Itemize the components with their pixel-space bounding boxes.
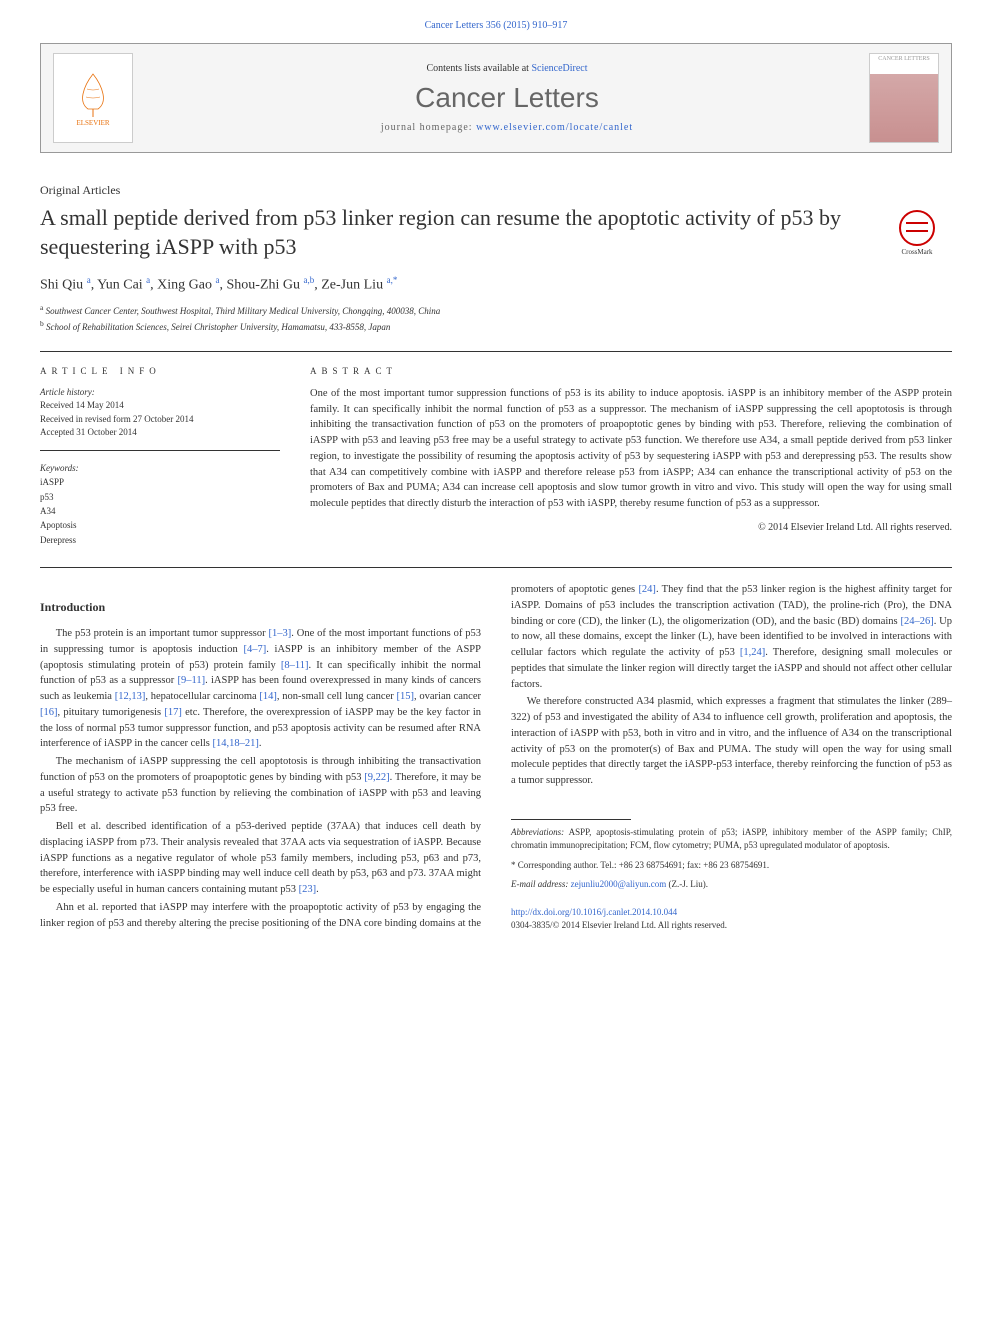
keyword-item: A34 xyxy=(40,504,280,518)
divider xyxy=(40,567,952,568)
cover-thumbnail: CANCER LETTERS xyxy=(869,53,939,143)
footer-divider xyxy=(511,819,631,820)
journal-header: ELSEVIER Contents lists available at Sci… xyxy=(40,43,952,153)
elsevier-label: ELSEVIER xyxy=(76,119,109,127)
email-label: E-mail address: xyxy=(511,879,568,889)
keyword-item: iASPP xyxy=(40,475,280,489)
body-text: Introduction The p53 protein is an impor… xyxy=(40,582,952,933)
article-title: A small peptide derived from p53 linker … xyxy=(40,204,862,261)
keywords-label: Keywords: xyxy=(40,461,280,475)
history-item: Accepted 31 October 2014 xyxy=(40,426,280,440)
abstract-copyright: © 2014 Elsevier Ireland Ltd. All rights … xyxy=(310,522,952,533)
abstract-text: One of the most important tumor suppress… xyxy=(310,386,952,512)
article-type: Original Articles xyxy=(40,183,952,198)
info-abstract-row: ARTICLE INFO Article history: Received 1… xyxy=(40,366,952,547)
doi-link[interactable]: http://dx.doi.org/10.1016/j.canlet.2014.… xyxy=(511,906,952,920)
homepage-link[interactable]: www.elsevier.com/locate/canlet xyxy=(476,122,633,133)
history-item: Received in revised form 27 October 2014 xyxy=(40,413,280,427)
title-row: A small peptide derived from p53 linker … xyxy=(40,204,952,261)
abbrev-text: ASPP, apoptosis-stimulating protein of p… xyxy=(511,827,952,851)
issn-line: 0304-3835/© 2014 Elsevier Ireland Ltd. A… xyxy=(511,919,952,933)
article-info-heading: ARTICLE INFO xyxy=(40,366,280,376)
header-center: Contents lists available at ScienceDirec… xyxy=(145,63,869,133)
corresponding-author: * Corresponding author. Tel.: +86 23 687… xyxy=(511,859,952,873)
body-paragraph: Bell et al. described identification of … xyxy=(40,819,481,898)
divider xyxy=(40,351,952,352)
abstract-heading: ABSTRACT xyxy=(310,366,952,376)
footer-section: Abbreviations: ASPP, apoptosis-stimulati… xyxy=(511,819,952,933)
abbrev-label: Abbreviations: xyxy=(511,827,564,837)
elsevier-logo: ELSEVIER xyxy=(53,53,133,143)
history-item: Received 14 May 2014 xyxy=(40,399,280,413)
email-line: E-mail address: zejunliu2000@aliyun.com … xyxy=(511,878,952,892)
body-paragraph: The mechanism of iASPP suppressing the c… xyxy=(40,754,481,817)
body-paragraph: The p53 protein is an important tumor su… xyxy=(40,626,481,752)
body-paragraph: We therefore constructed A34 plasmid, wh… xyxy=(511,694,952,789)
keyword-item: Apoptosis xyxy=(40,518,280,532)
keyword-item: Derepress xyxy=(40,533,280,547)
elsevier-tree-icon xyxy=(73,69,113,119)
affiliations: a Southwest Cancer Center, Southwest Hos… xyxy=(40,302,952,335)
cover-thumb-label: CANCER LETTERS xyxy=(870,54,938,74)
homepage-prefix: journal homepage: xyxy=(381,122,476,133)
cover-thumb-image xyxy=(870,74,938,142)
crossmark-icon xyxy=(899,210,935,246)
keyword-item: p53 xyxy=(40,490,280,504)
crossmark-label: CrossMark xyxy=(901,248,932,256)
article-info: ARTICLE INFO Article history: Received 1… xyxy=(40,366,280,547)
email-address[interactable]: zejunliu2000@aliyun.com xyxy=(568,879,666,889)
intro-heading: Introduction xyxy=(40,598,481,616)
journal-title: Cancer Letters xyxy=(145,82,869,114)
abbreviations: Abbreviations: ASPP, apoptosis-stimulati… xyxy=(511,826,952,853)
email-name: (Z.-J. Liu). xyxy=(666,879,708,889)
homepage-line: journal homepage: www.elsevier.com/locat… xyxy=(145,122,869,133)
history-label: Article history: xyxy=(40,386,280,400)
journal-reference: Cancer Letters 356 (2015) 910–917 xyxy=(40,20,952,31)
contents-prefix: Contents lists available at xyxy=(426,63,531,74)
authors: Shi Qiu a, Yun Cai a, Xing Gao a, Shou-Z… xyxy=(40,275,952,294)
contents-line: Contents lists available at ScienceDirec… xyxy=(145,63,869,74)
sciencedirect-link[interactable]: ScienceDirect xyxy=(531,63,587,74)
article-history: Article history: Received 14 May 2014Rec… xyxy=(40,386,280,451)
keywords-block: Keywords: iASPPp53A34ApoptosisDerepress xyxy=(40,461,280,547)
abstract: ABSTRACT One of the most important tumor… xyxy=(310,366,952,547)
crossmark-badge[interactable]: CrossMark xyxy=(882,208,952,258)
